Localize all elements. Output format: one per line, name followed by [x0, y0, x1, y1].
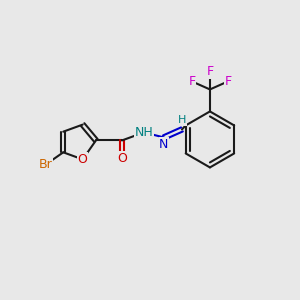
Text: Br: Br: [38, 158, 52, 171]
Text: O: O: [117, 152, 127, 165]
Text: H: H: [178, 116, 186, 125]
Text: O: O: [78, 153, 88, 166]
Text: F: F: [206, 65, 214, 78]
Text: NH: NH: [135, 126, 153, 139]
Text: F: F: [188, 75, 196, 88]
Text: N: N: [159, 138, 169, 151]
Text: F: F: [224, 75, 232, 88]
